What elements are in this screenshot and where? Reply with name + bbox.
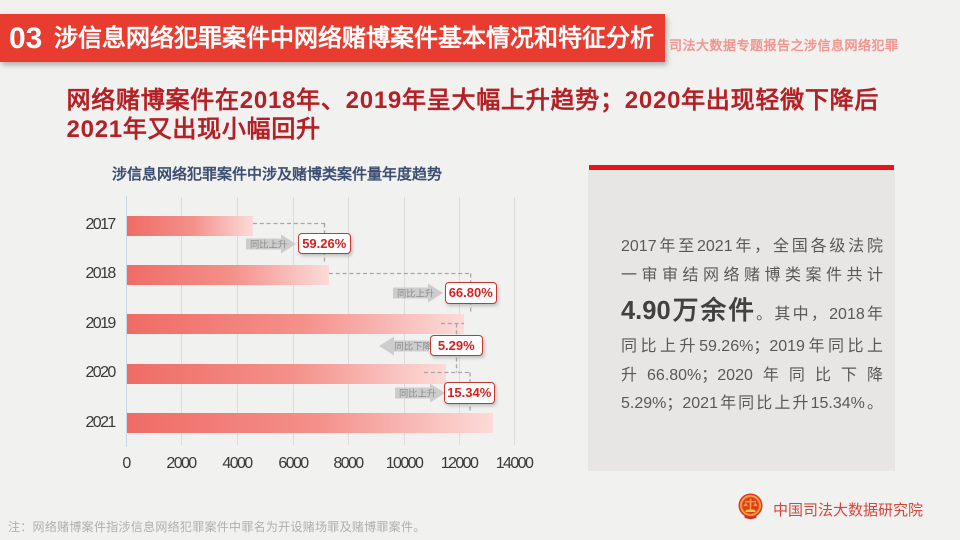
svg-text:同比上升: 同比上升 bbox=[250, 238, 287, 249]
svg-text:同比上升: 同比上升 bbox=[399, 387, 436, 398]
svg-text:同比下降: 同比下降 bbox=[395, 340, 432, 351]
svg-text:同比上升: 同比上升 bbox=[397, 287, 434, 298]
